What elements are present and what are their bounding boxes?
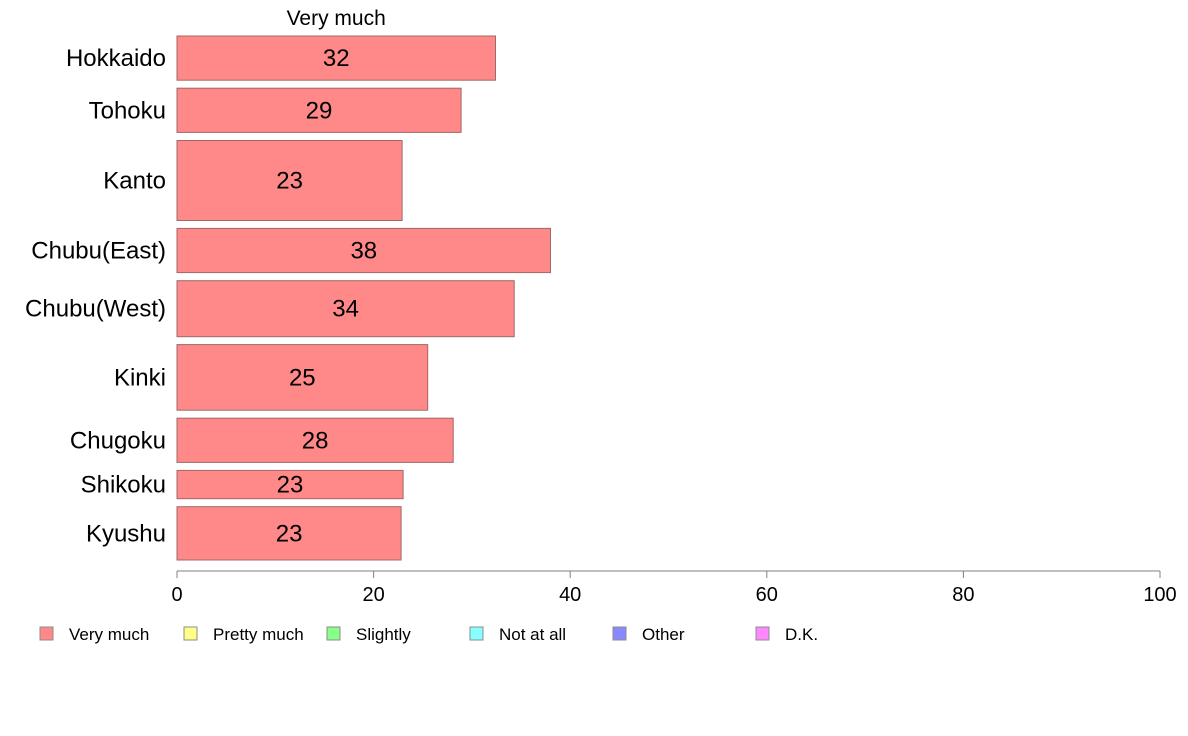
category-label: Chubu(West)	[25, 296, 166, 323]
bar-kinki	[176, 344, 429, 411]
bar-kanto	[176, 140, 403, 221]
category-label: Shikoku	[81, 472, 166, 499]
bars-group: 32 Hokkaido 29 Tohoku 23 Kanto 38 Chubu(East) 34…	[25, 35, 551, 561]
bar-hokkaido	[176, 35, 496, 81]
x-tick-label: 0	[171, 584, 182, 606]
legend-swatch	[612, 626, 627, 641]
bar-value-label: 34	[332, 296, 359, 323]
x-tick-label: 40	[559, 584, 581, 606]
bar-tohoku	[176, 87, 462, 133]
legend-label: Other	[642, 625, 685, 644]
bar-kyushu	[176, 506, 402, 561]
legend-swatch	[39, 626, 54, 641]
bar-value-label: 25	[289, 364, 316, 391]
category-label: Tohoku	[89, 97, 166, 124]
legend-label: D.K.	[785, 625, 818, 644]
legend-swatch	[183, 626, 198, 641]
bar-value-label: 29	[306, 97, 333, 124]
series-title: Very much	[287, 7, 386, 30]
legend-swatch	[326, 626, 341, 641]
bar-chubu-east	[176, 227, 551, 274]
bar-value-label: 23	[276, 168, 303, 195]
category-label: Chubu(East)	[31, 238, 166, 265]
category-label: Hokkaido	[66, 45, 166, 72]
x-tick-label: 80	[952, 584, 974, 606]
bar-shikoku	[176, 469, 404, 500]
bar-chubu-west	[176, 280, 515, 338]
bar-value-label: 32	[323, 45, 350, 72]
legend: Very much Pretty much Slightly Not at all Ot…	[39, 625, 818, 644]
category-label: Chugoku	[70, 427, 166, 454]
bar-value-label: 28	[302, 427, 329, 454]
bar-value-label: 23	[277, 472, 304, 499]
legend-label: Slightly	[356, 625, 411, 644]
legend-swatch	[469, 626, 484, 641]
bar-value-label: 38	[350, 238, 377, 265]
legend-label: Pretty much	[213, 625, 304, 644]
x-axis: 0 20 40 60 80 100	[171, 570, 1177, 606]
legend-swatch	[755, 626, 770, 641]
category-label: Kyushu	[86, 520, 166, 547]
x-tick-label: 100	[1143, 584, 1176, 606]
category-label: Kinki	[114, 364, 166, 391]
x-tick-label: 20	[362, 584, 384, 606]
bar-chugoku	[176, 417, 454, 463]
bar-value-label: 23	[276, 520, 303, 547]
category-label: Kanto	[103, 168, 166, 195]
x-tick-label: 60	[756, 584, 778, 606]
legend-label: Not at all	[499, 625, 566, 644]
legend-label: Very much	[69, 625, 149, 644]
